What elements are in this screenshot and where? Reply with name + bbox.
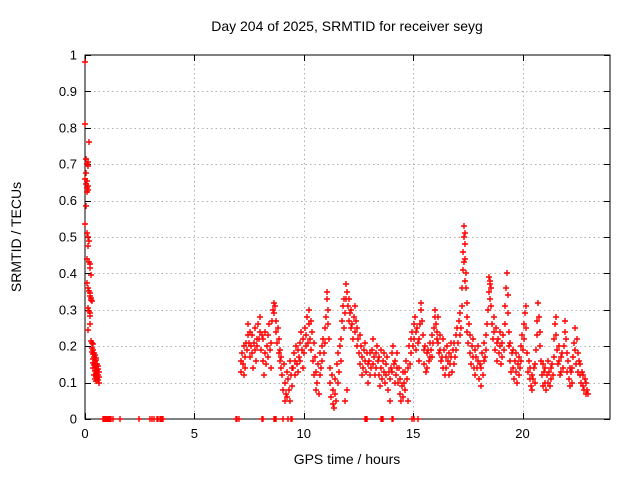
chart-title: Day 204 of 2025, SRMTID for receiver sey… [211, 18, 483, 34]
gridlines [85, 55, 610, 419]
y-tick-label: 0.2 [59, 339, 77, 354]
data-points [82, 59, 591, 422]
x-axis-label: GPS time / hours [294, 451, 401, 467]
x-tick-label: 10 [297, 426, 311, 441]
y-tick-label: 0.8 [59, 120, 77, 135]
y-tick-label: 0.9 [59, 84, 77, 99]
y-axis-label: SRMTID / TECUs [8, 182, 24, 292]
x-tick-label: 5 [191, 426, 198, 441]
y-tick-label: 0.7 [59, 157, 77, 172]
x-tick-label: 20 [515, 426, 529, 441]
x-tick-label: 15 [406, 426, 420, 441]
y-tick-label: 0.5 [59, 230, 77, 245]
y-tick-label: 0.4 [59, 266, 77, 281]
y-tick-label: 0.6 [59, 193, 77, 208]
x-tick-label: 0 [81, 426, 88, 441]
y-tick-label: 0.1 [59, 375, 77, 390]
y-tick-label: 0.3 [59, 302, 77, 317]
x-tick-labels: 0 5 10 15 20 [81, 426, 529, 441]
y-tick-label: 1 [70, 48, 77, 63]
y-tick-labels: 0 0.1 0.2 0.3 0.4 0.5 0.6 0.7 0.8 0.9 1 [59, 48, 77, 427]
y-tick-label: 0 [70, 412, 77, 427]
